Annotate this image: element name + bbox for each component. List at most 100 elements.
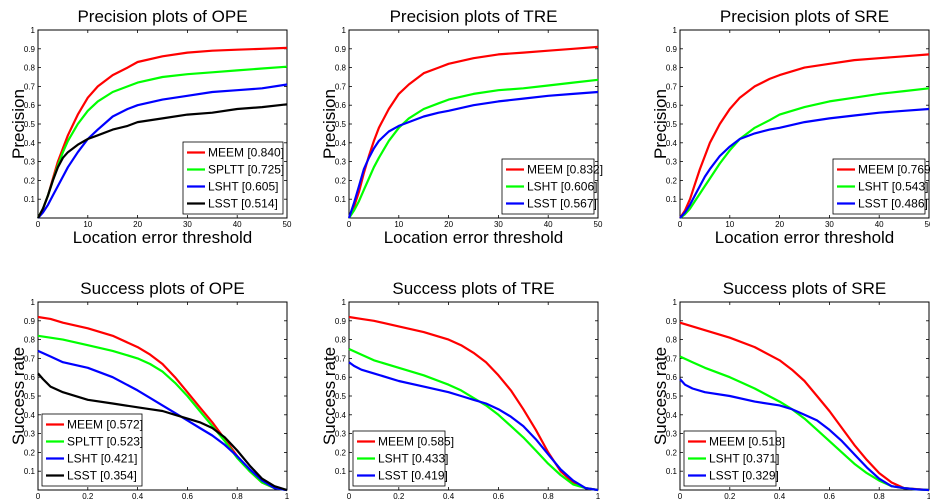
y-tick-label: 0.8 [666,336,678,345]
legend-label: LSHT [0.543] [858,180,929,194]
x-tick-label: 0.2 [724,492,736,500]
series-line-2 [348,78,599,219]
legend-box [832,158,926,215]
y-tick-label: 0.4 [335,139,347,148]
y-tick-label: 0.3 [24,158,36,167]
x-tick-label: 0.4 [443,492,455,500]
x-tick-label: 0.2 [393,492,405,500]
y-tick-label: 0.2 [24,176,36,185]
x-tick-label: 50 [594,220,603,229]
y-tick-label: 0.1 [335,195,347,204]
legend-label: MEEM [0.572] [67,418,143,432]
y-tick-label: 0.3 [666,158,678,167]
y-axis-label: Success rate [651,347,670,445]
legend: MEEM [0.572] SPLTT [0.523] LSHT [0.421] LSS… [41,413,143,487]
x-tick-label: 0.4 [774,492,786,500]
legend: MEEM [0.840] SPLTT [0.725] LSHT [0.605] LSS… [182,141,284,215]
legend-label: LSHT [0.371] [709,452,780,466]
x-tick-label: 20 [133,220,142,229]
x-tick-label: 30 [494,220,503,229]
x-tick-label: 0.8 [874,492,886,500]
series-line-1 [348,315,599,492]
y-tick-label: 0.5 [335,392,347,401]
y-axis-label: Success rate [320,347,339,445]
series-line-4 [37,103,288,219]
x-tick-label: 10 [83,220,92,229]
y-tick-label: 0.3 [24,430,36,439]
legend-label: LSHT [0.433] [378,452,449,466]
y-axis-label: Success rate [9,347,28,445]
y-tick-label: 0.7 [335,82,347,91]
y-tick-label: 1 [31,26,36,35]
series-line-2 [37,334,288,492]
x-tick-label: 0 [678,220,683,229]
legend-label: LSST [0.329] [709,469,779,483]
y-tick-label: 0.6 [666,373,678,382]
chart-panel-1: Precision plots of OPE 0.1 0.2 0.3 0.4 0.5 0.6… [9,7,292,247]
x-tick-label: 40 [875,220,884,229]
y-tick-label: 0.4 [666,139,678,148]
y-tick-label: 0.7 [335,354,347,363]
y-tick-label: 0.1 [335,467,347,476]
legend-label: SPLTT [0.523] [67,435,143,449]
series-line-3 [347,90,599,219]
chart-title: Success plots of TRE [392,279,554,298]
series-line-1 [679,321,930,492]
y-tick-label: 0.3 [335,158,347,167]
chart-title: Success plots of SRE [723,279,886,298]
x-tick-label: 50 [925,220,930,229]
legend: MEEM [0.585] LSHT [0.433] LSST [0.419] [352,430,454,487]
x-axis-label: Location error threshold [715,228,895,247]
series-line-1 [679,53,930,219]
x-tick-label: 30 [183,220,192,229]
x-tick-label: 0.2 [82,492,94,500]
legend-box [501,158,595,215]
legend-box [41,413,143,487]
y-tick-label: 0.7 [24,82,36,91]
x-tick-label: 0.8 [543,492,555,500]
y-tick-label: 0.9 [335,45,347,54]
y-tick-label: 0.6 [666,101,678,110]
y-tick-label: 0.2 [24,448,36,457]
x-tick-label: 50 [283,220,292,229]
x-tick-label: 10 [725,220,734,229]
y-tick-label: 0.9 [666,45,678,54]
x-tick-label: 0.8 [232,492,244,500]
x-tick-label: 0 [36,220,41,229]
y-tick-label: 0.4 [24,139,36,148]
legend-label: LSHT [0.605] [208,180,279,194]
y-tick-label: 0.8 [24,64,36,73]
chart-title: Success plots of OPE [80,279,244,298]
y-axis-label: Precision [320,89,339,159]
y-tick-label: 0.7 [666,354,678,363]
chart-panel-3: Precision plots of SRE 0.1 0.2 0.3 0.4 0.5 0.6… [651,7,930,247]
chart-panel-6: Success plots of SRE 0.1 0.2 0.3 0.4 0.5 0.6 0.… [651,279,930,500]
y-tick-label: 0.7 [24,354,36,363]
y-tick-label: 0.3 [335,430,347,439]
legend-label: LSHT [0.606] [527,180,598,194]
legend-label: LSHT [0.421] [67,452,138,466]
y-tick-label: 0.2 [335,448,347,457]
x-tick-label: 20 [444,220,453,229]
y-tick-label: 0.8 [335,64,347,73]
legend-label: MEEM [0.585] [378,435,454,449]
y-tick-label: 0.4 [335,411,347,420]
y-tick-label: 0.6 [24,373,36,382]
y-tick-label: 0.5 [666,120,678,129]
y-tick-label: 1 [673,26,678,35]
x-tick-label: 0.4 [132,492,144,500]
legend-label: LSST [0.354] [67,469,137,483]
y-tick-label: 0.4 [666,411,678,420]
legend: MEEM [0.769] LSHT [0.543] LSST [0.486] [832,158,930,215]
series-line-3 [679,107,930,219]
chart-panel-2: Precision plots of TRE 0.1 0.2 0.3 0.4 0.5 0.6… [320,7,603,247]
y-tick-label: 0.7 [666,82,678,91]
y-tick-label: 1 [31,298,36,307]
y-tick-label: 0.2 [666,176,678,185]
x-tick-label: 1 [596,492,601,500]
y-axis-label: Precision [9,89,28,159]
x-tick-label: 1 [927,492,930,500]
y-tick-label: 0.1 [24,195,36,204]
x-tick-label: 40 [544,220,553,229]
y-tick-label: 0.9 [24,317,36,326]
